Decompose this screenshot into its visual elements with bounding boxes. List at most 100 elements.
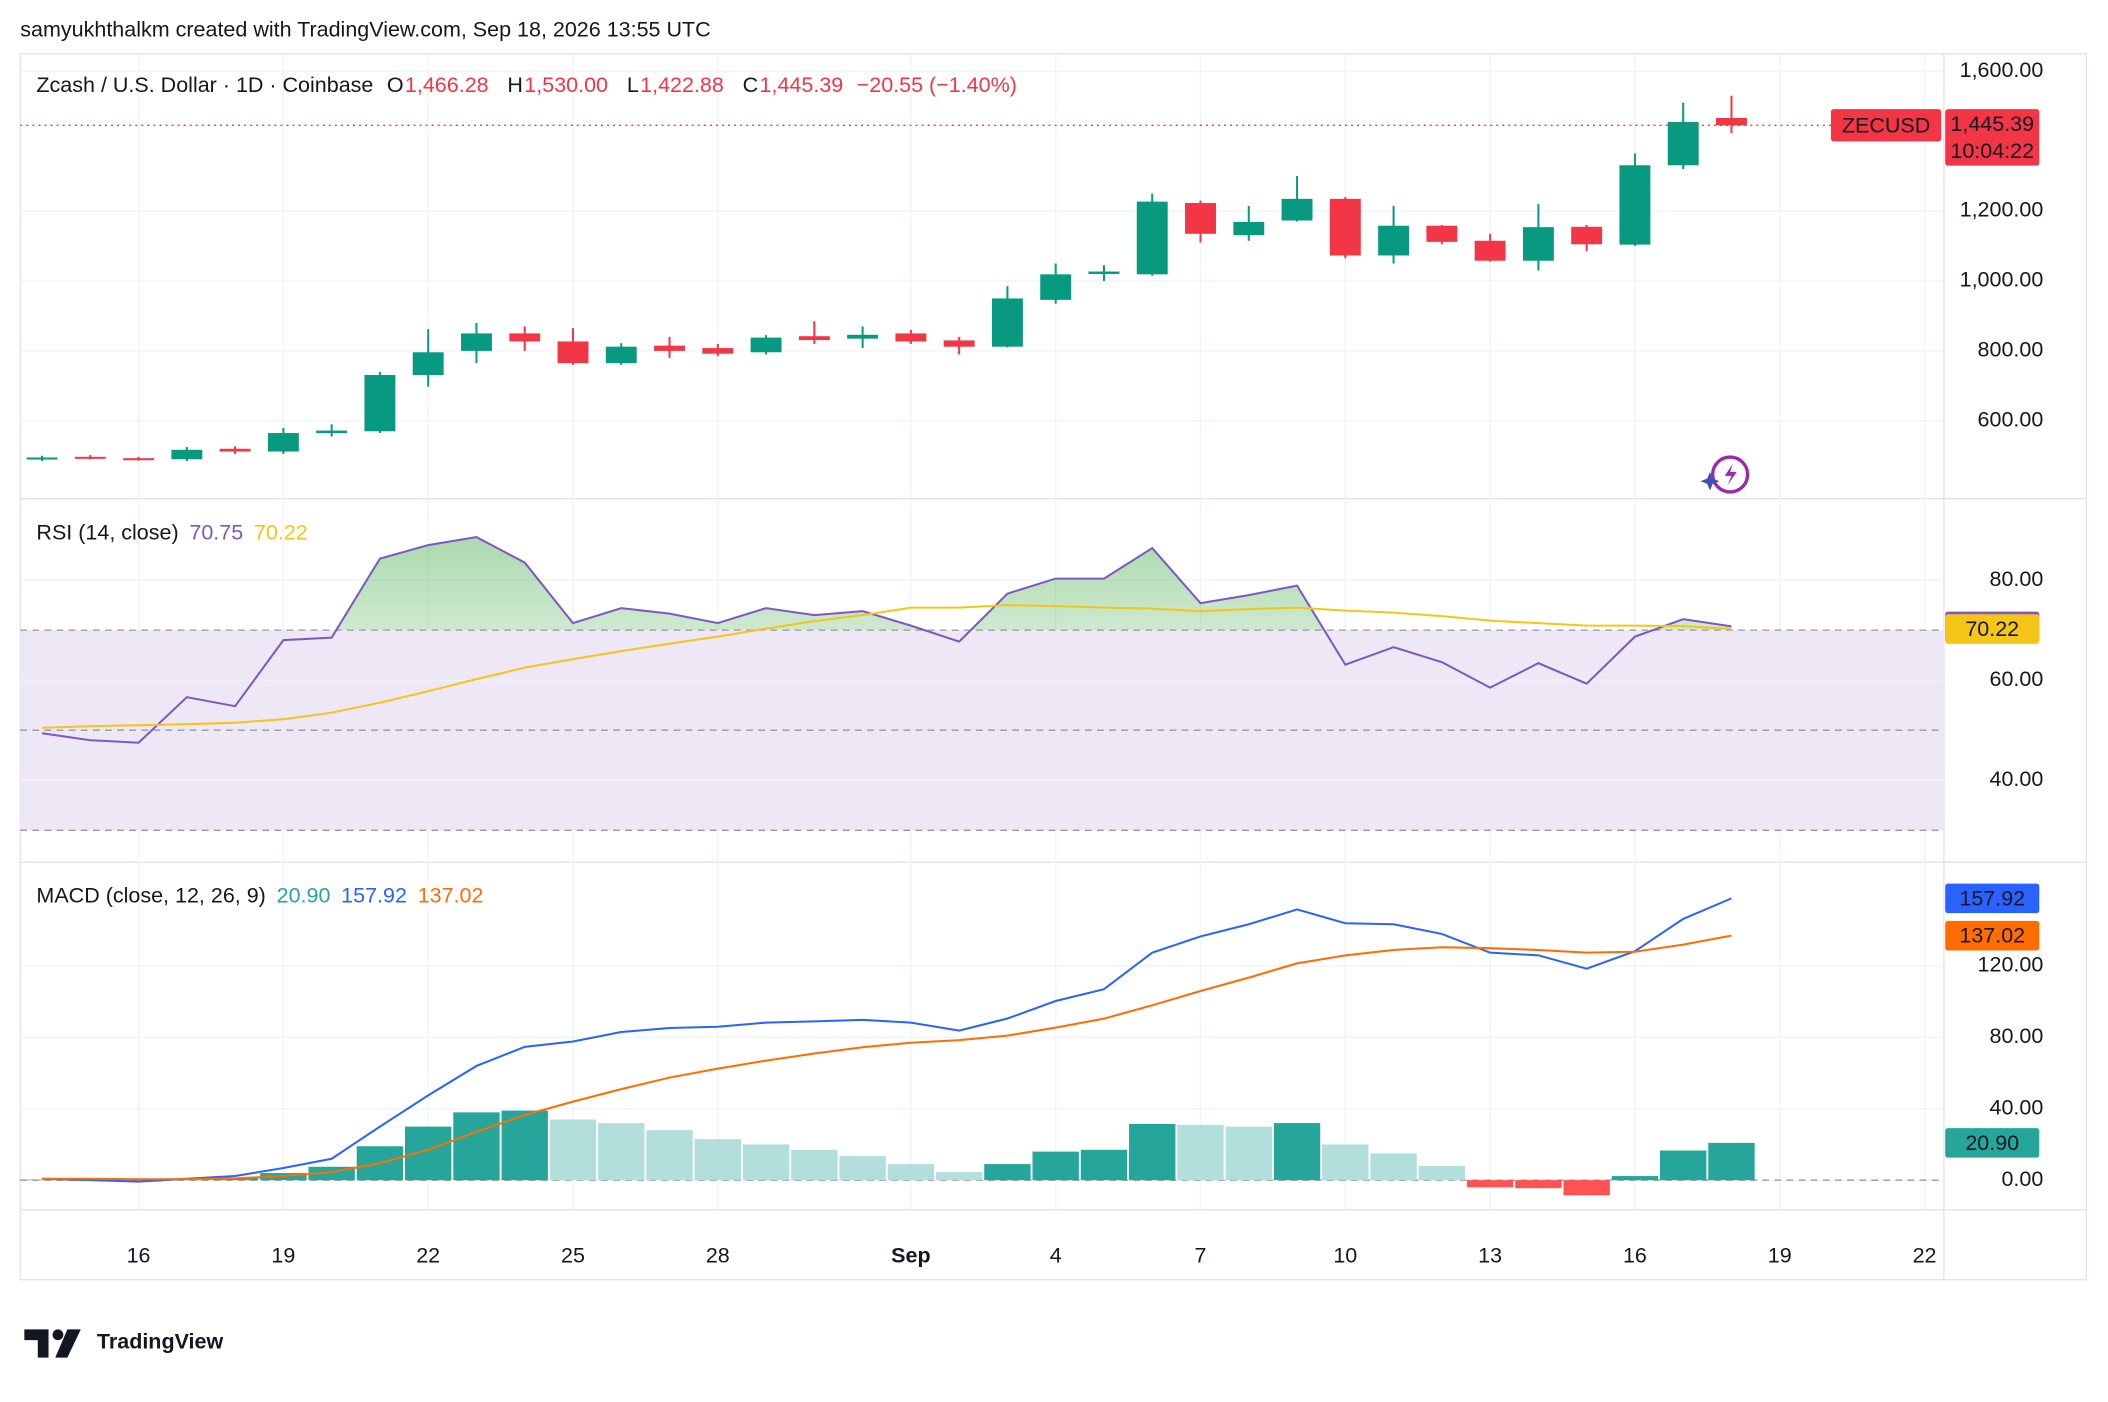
candle-body [943,340,975,347]
legend: MACD (close, 12, 26, 9) 20.90 157.92 137.02 [36,883,483,907]
y-tick-label: 40.00 [1990,1095,2044,1119]
legend-value: 137.02 [418,883,484,907]
x-tick-label: 4 [1050,1243,1062,1267]
indicator-line [41,536,1732,744]
candle-body [557,341,589,364]
legend-key: C [743,73,759,97]
legend-key: H [507,73,523,97]
histogram-bar [1273,1123,1321,1181]
y-tick-label: 80.00 [1990,1024,2044,1048]
candle-body [750,337,782,353]
candle-body [1474,240,1506,261]
last-value-box [1945,1128,2040,1158]
x-tick-label: 13 [1478,1243,1502,1267]
legend-key: L [627,73,639,97]
brand: TradingView [97,1330,224,1354]
legend-value: 70.75 [189,520,243,544]
histogram-bar [646,1130,693,1181]
histogram-bar [1418,1165,1466,1181]
candle-body [1426,225,1458,242]
histogram-bar [694,1139,741,1181]
candle-body [219,448,251,452]
x-tick-label: 28 [706,1243,730,1267]
candle-body [267,433,299,452]
candle-body [364,375,396,432]
histogram-bar [1177,1124,1224,1181]
y-tick-label: 60.00 [1990,667,2044,691]
last-value-box [1945,920,2040,951]
last-value: 70.22 [1965,617,2019,641]
histogram-bar [598,1123,645,1181]
x-tick-label: 7 [1195,1243,1207,1267]
x-tick-label: 16 [127,1243,151,1267]
y-tick-label: 80.00 [1990,567,2044,591]
candle-body [509,333,541,342]
histogram-bar [1032,1151,1079,1181]
candle-body [605,346,637,364]
histogram-bar [1080,1149,1128,1181]
countdown: 10:04:22 [1950,139,2034,163]
legend: RSI (14, close) 70.75 70.22 [36,520,307,544]
legend: Zcash / U.S. Dollar · 1D · Coinbase O1,46… [36,73,1016,97]
y-tick-label: 800.00 [1978,338,2044,362]
candle-body [654,345,685,351]
indicator-line [42,934,1732,1181]
y-tick-label: 1,200.00 [1960,198,2044,222]
candle-body [316,430,348,434]
symbol: ZECUSD [1842,113,1930,137]
symbol-box [1830,109,1942,142]
y-tick-label: 120.00 [1978,953,2044,977]
histogram-bar [1611,1176,1659,1181]
histogram-bar [501,1110,548,1181]
histogram-bar [1708,1142,1755,1181]
histogram-bar [549,1119,597,1181]
last-price-label: 1,445.39 [1950,112,2034,136]
candle-body [26,457,58,460]
y-tick-label: 600.00 [1978,407,2044,431]
histogram-bar [742,1144,790,1181]
legend-title: Zcash / U.S. Dollar · 1D · Coinbase [36,73,373,97]
candle-body [1378,225,1410,256]
histogram-bar [1370,1153,1417,1181]
legend-title: RSI (14, close) [36,520,178,544]
histogram-bar [791,1149,838,1181]
last-price-box [1945,109,2040,166]
candle-body [412,352,444,376]
y-tick-label: 40.00 [1990,767,2044,791]
legend-value: 157.92 [341,883,407,907]
candle-body [1281,198,1313,221]
attribution: samyukhthalkm created with TradingView.c… [20,18,710,42]
candle-body [1136,201,1168,275]
brand-logo: TradingView [24,1329,224,1358]
histogram-bar [1322,1144,1369,1181]
last-value-box [1945,883,2040,914]
candle-body [991,298,1023,347]
candle-body [1185,203,1216,234]
candle-body [1233,221,1265,236]
candle-body [1619,165,1651,245]
legend-title: MACD (close, 12, 26, 9) [36,883,265,907]
histogram-bar [887,1164,935,1181]
legend-value: 1,422.88 [640,73,724,97]
x-tick-label: Sep [891,1243,930,1267]
indicator-line [42,604,1732,729]
candle-body [847,334,879,339]
legend-value: 1,466.28 [405,73,489,97]
histogram-bar [1466,1180,1514,1188]
x-tick-label: 16 [1623,1243,1647,1267]
candle-body [895,333,927,342]
legend-key: O [387,73,404,97]
x-tick-label: 25 [561,1243,585,1267]
candle-body [1088,271,1120,274]
x-tick-label: 19 [271,1243,295,1267]
overbought-fill [336,537,1732,631]
y-tick-label: 1,600.00 [1960,58,2044,82]
legend-value: 1,445.39 [760,73,844,97]
y-tick-label: 0.00 [2001,1167,2043,1191]
histogram-bar [1660,1150,1707,1181]
candle-body [1522,227,1554,261]
candle-body [171,449,203,460]
candle-body [74,456,106,459]
last-value-box [1945,614,2040,644]
histogram-bar [1129,1123,1176,1181]
